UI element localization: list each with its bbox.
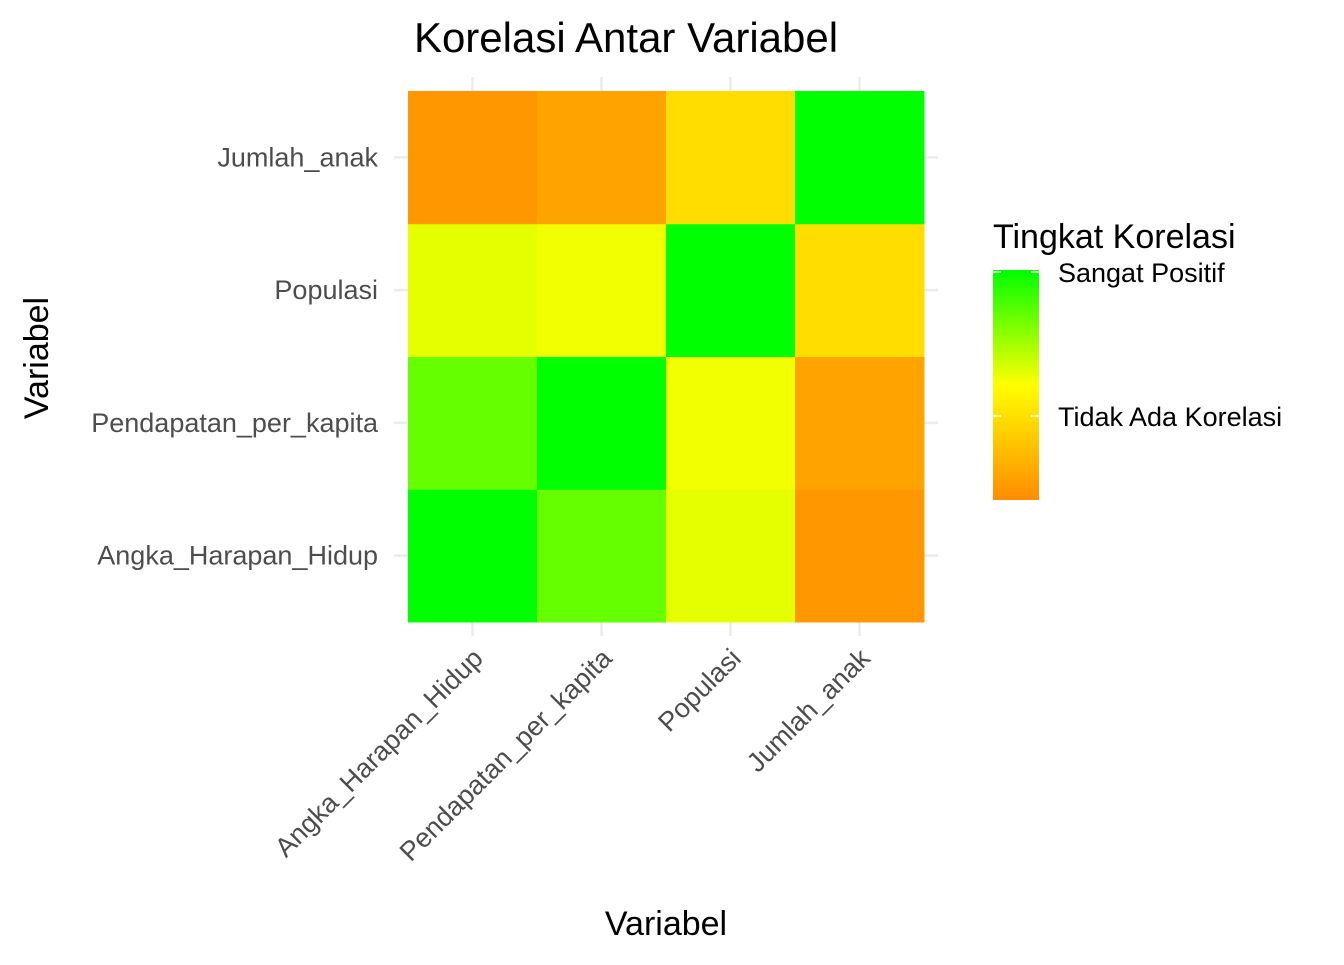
legend-label-high: Sangat Positif	[1058, 258, 1225, 288]
y-tick-label: Populasi	[274, 275, 378, 305]
x-axis-title: Variabel	[605, 905, 727, 943]
heatmap-cell	[537, 91, 667, 225]
heatmap-cell	[537, 356, 667, 490]
heatmap-cell	[795, 356, 925, 490]
x-tick-label: Angka_Harapan_Hidup	[269, 643, 489, 863]
heatmap-cell	[408, 223, 538, 357]
y-tick-label: Angka_Harapan_Hidup	[97, 541, 378, 571]
heatmap-cell	[408, 91, 538, 225]
heatmap-cell	[666, 356, 796, 490]
heatmap-cell	[408, 356, 538, 490]
x-tick-label: Populasi	[652, 643, 746, 737]
heatmap-cell	[408, 489, 538, 623]
heatmap-cell	[666, 489, 796, 623]
heatmap-cell	[795, 489, 925, 623]
x-tick-label: Pendapatan_per_kapita	[394, 642, 619, 867]
heatmap-cell	[537, 489, 667, 623]
legend-title: Tingkat Korelasi	[993, 218, 1236, 256]
legend: Tingkat Korelasi Sangat Positif Tidak Ad…	[993, 218, 1282, 500]
heatmap-cell	[666, 223, 796, 357]
y-tick-label: Jumlah_anak	[217, 142, 378, 172]
legend-label-mid: Tidak Ada Korelasi	[1058, 402, 1282, 432]
legend-colorbar	[993, 270, 1039, 500]
y-axis-title: Variabel	[18, 297, 56, 419]
y-tick-label: Pendapatan_per_kapita	[91, 408, 379, 438]
heatmap-cell	[795, 223, 925, 357]
x-tick-label: Jumlah_anak	[741, 643, 876, 778]
heatmap-cell	[795, 91, 925, 225]
chart-title: Korelasi Antar Variabel	[414, 14, 838, 61]
heatmap-cell	[666, 91, 796, 225]
heatmap-cell	[537, 223, 667, 357]
